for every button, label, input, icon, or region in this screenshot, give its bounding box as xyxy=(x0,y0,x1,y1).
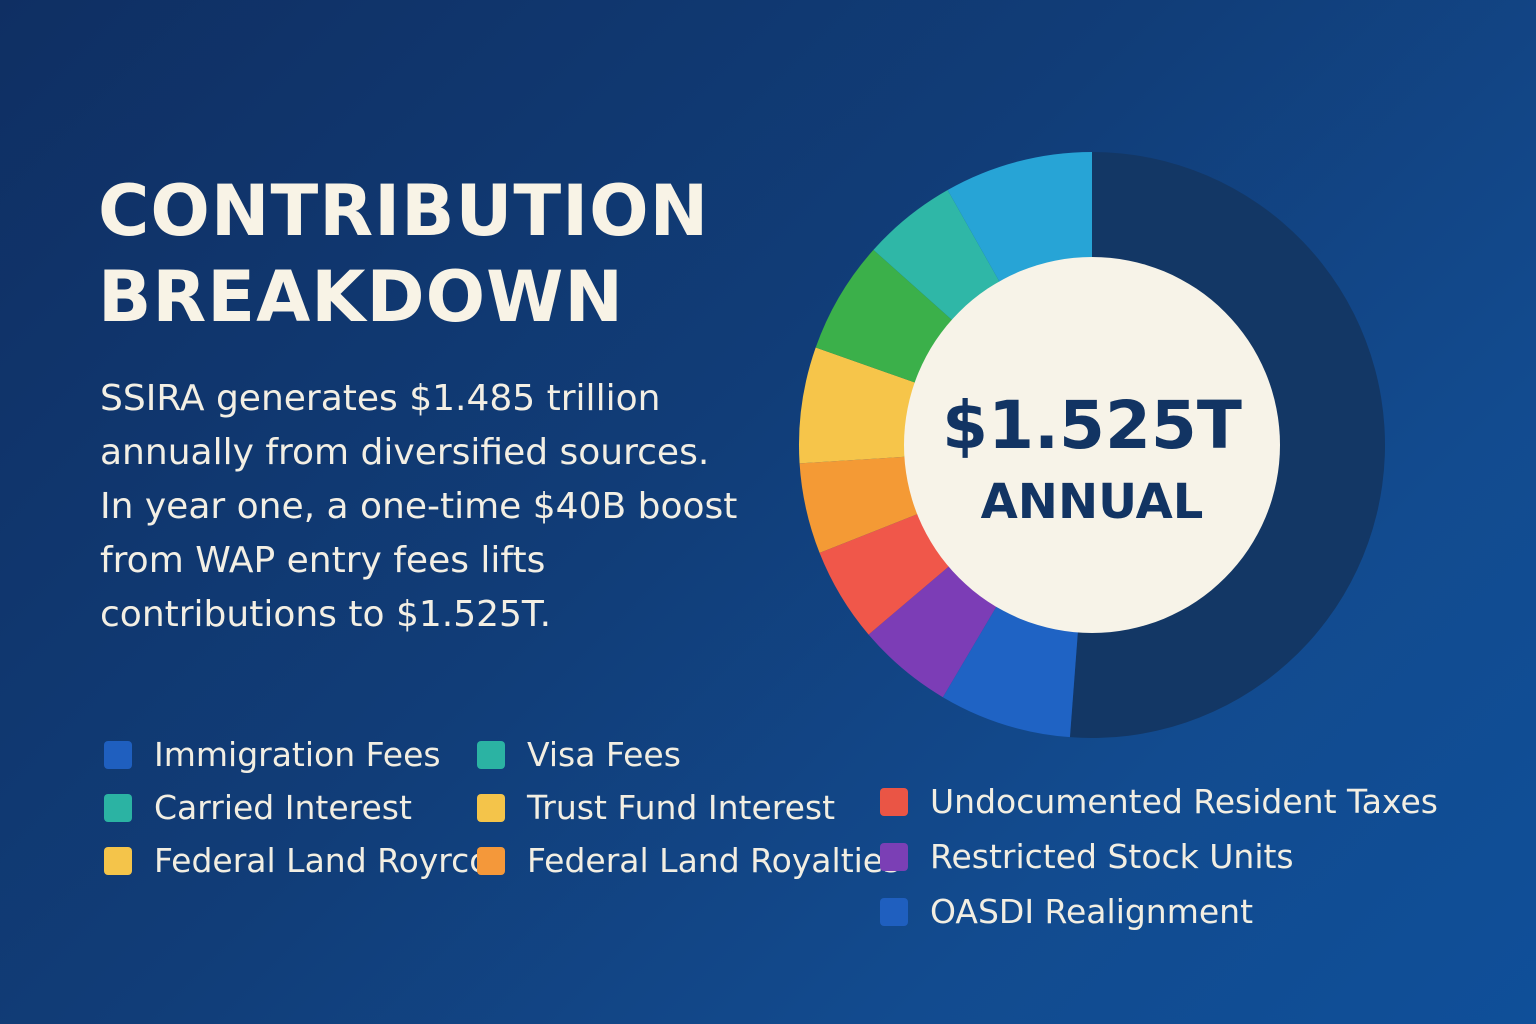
legend-label: Immigration Fees xyxy=(154,735,441,774)
legend-item: Restricted Stock Units xyxy=(880,837,1294,877)
description: SSIRA generates $1.485 trillion annually… xyxy=(100,372,790,642)
description-line-2: annually from diversified sources. xyxy=(100,432,710,473)
legend-item: Visa Fees xyxy=(477,735,681,775)
legend-swatch xyxy=(880,788,908,816)
legend-item: Undocumented Resident Taxes xyxy=(880,782,1438,822)
legend-label: Undocumented Resident Taxes xyxy=(930,782,1438,821)
legend-swatch xyxy=(880,843,908,871)
legend-swatch xyxy=(477,741,505,769)
legend-item: Federal Land Royrcc xyxy=(104,841,487,881)
description-line-1: SSIRA generates $1.485 trillion xyxy=(100,378,661,419)
legend-item: Carried Interest xyxy=(104,788,412,828)
legend-swatch xyxy=(104,847,132,875)
description-line-5: contributions to $1.525T. xyxy=(100,594,552,635)
legend-swatch xyxy=(104,741,132,769)
legend-item: Immigration Fees xyxy=(104,735,441,775)
legend-item: Federal Land Royalties xyxy=(477,841,900,881)
legend-label: Federal Land Royalties xyxy=(527,841,901,880)
description-line-3: In year one, a one-time $40B boost xyxy=(100,486,738,527)
legend-swatch xyxy=(477,847,505,875)
legend-label: Visa Fees xyxy=(527,735,681,774)
donut-center xyxy=(904,257,1280,633)
description-line-4: from WAP entry fees lifts xyxy=(100,540,546,581)
center-value: $1.525T xyxy=(942,387,1242,464)
legend-label: OASDI Realignment xyxy=(930,892,1254,931)
title-line-1: CONTRIBUTION xyxy=(98,170,710,252)
legend-label: Restricted Stock Units xyxy=(930,837,1294,876)
legend-item: OASDI Realignment xyxy=(880,892,1253,932)
title-line-2: BREAKDOWN xyxy=(98,256,624,338)
legend-item: Trust Fund Interest xyxy=(477,788,835,828)
legend-label: Federal Land Royrcc xyxy=(154,841,488,880)
page-title: CONTRIBUTION BREAKDOWN xyxy=(98,168,718,340)
legend-swatch xyxy=(880,898,908,926)
legend-label: Carried Interest xyxy=(154,788,412,827)
legend-label: Trust Fund Interest xyxy=(527,788,836,827)
legend-swatch xyxy=(104,794,132,822)
center-label: ANNUAL xyxy=(981,474,1204,530)
legend-swatch xyxy=(477,794,505,822)
